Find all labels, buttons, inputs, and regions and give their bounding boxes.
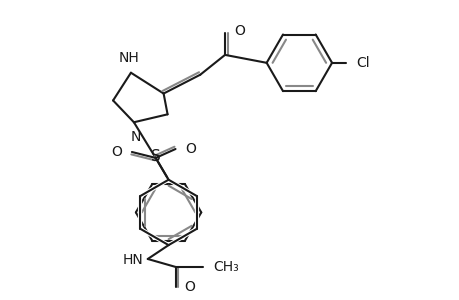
Text: O: O: [234, 24, 244, 38]
Text: O: O: [184, 280, 195, 294]
Text: S: S: [151, 149, 160, 164]
Text: O: O: [111, 145, 122, 159]
Text: N: N: [130, 130, 141, 144]
Text: Cl: Cl: [355, 56, 369, 70]
Text: CH₃: CH₃: [213, 260, 238, 274]
Text: HN: HN: [123, 253, 144, 267]
Text: O: O: [185, 142, 196, 156]
Text: NH: NH: [118, 51, 139, 65]
